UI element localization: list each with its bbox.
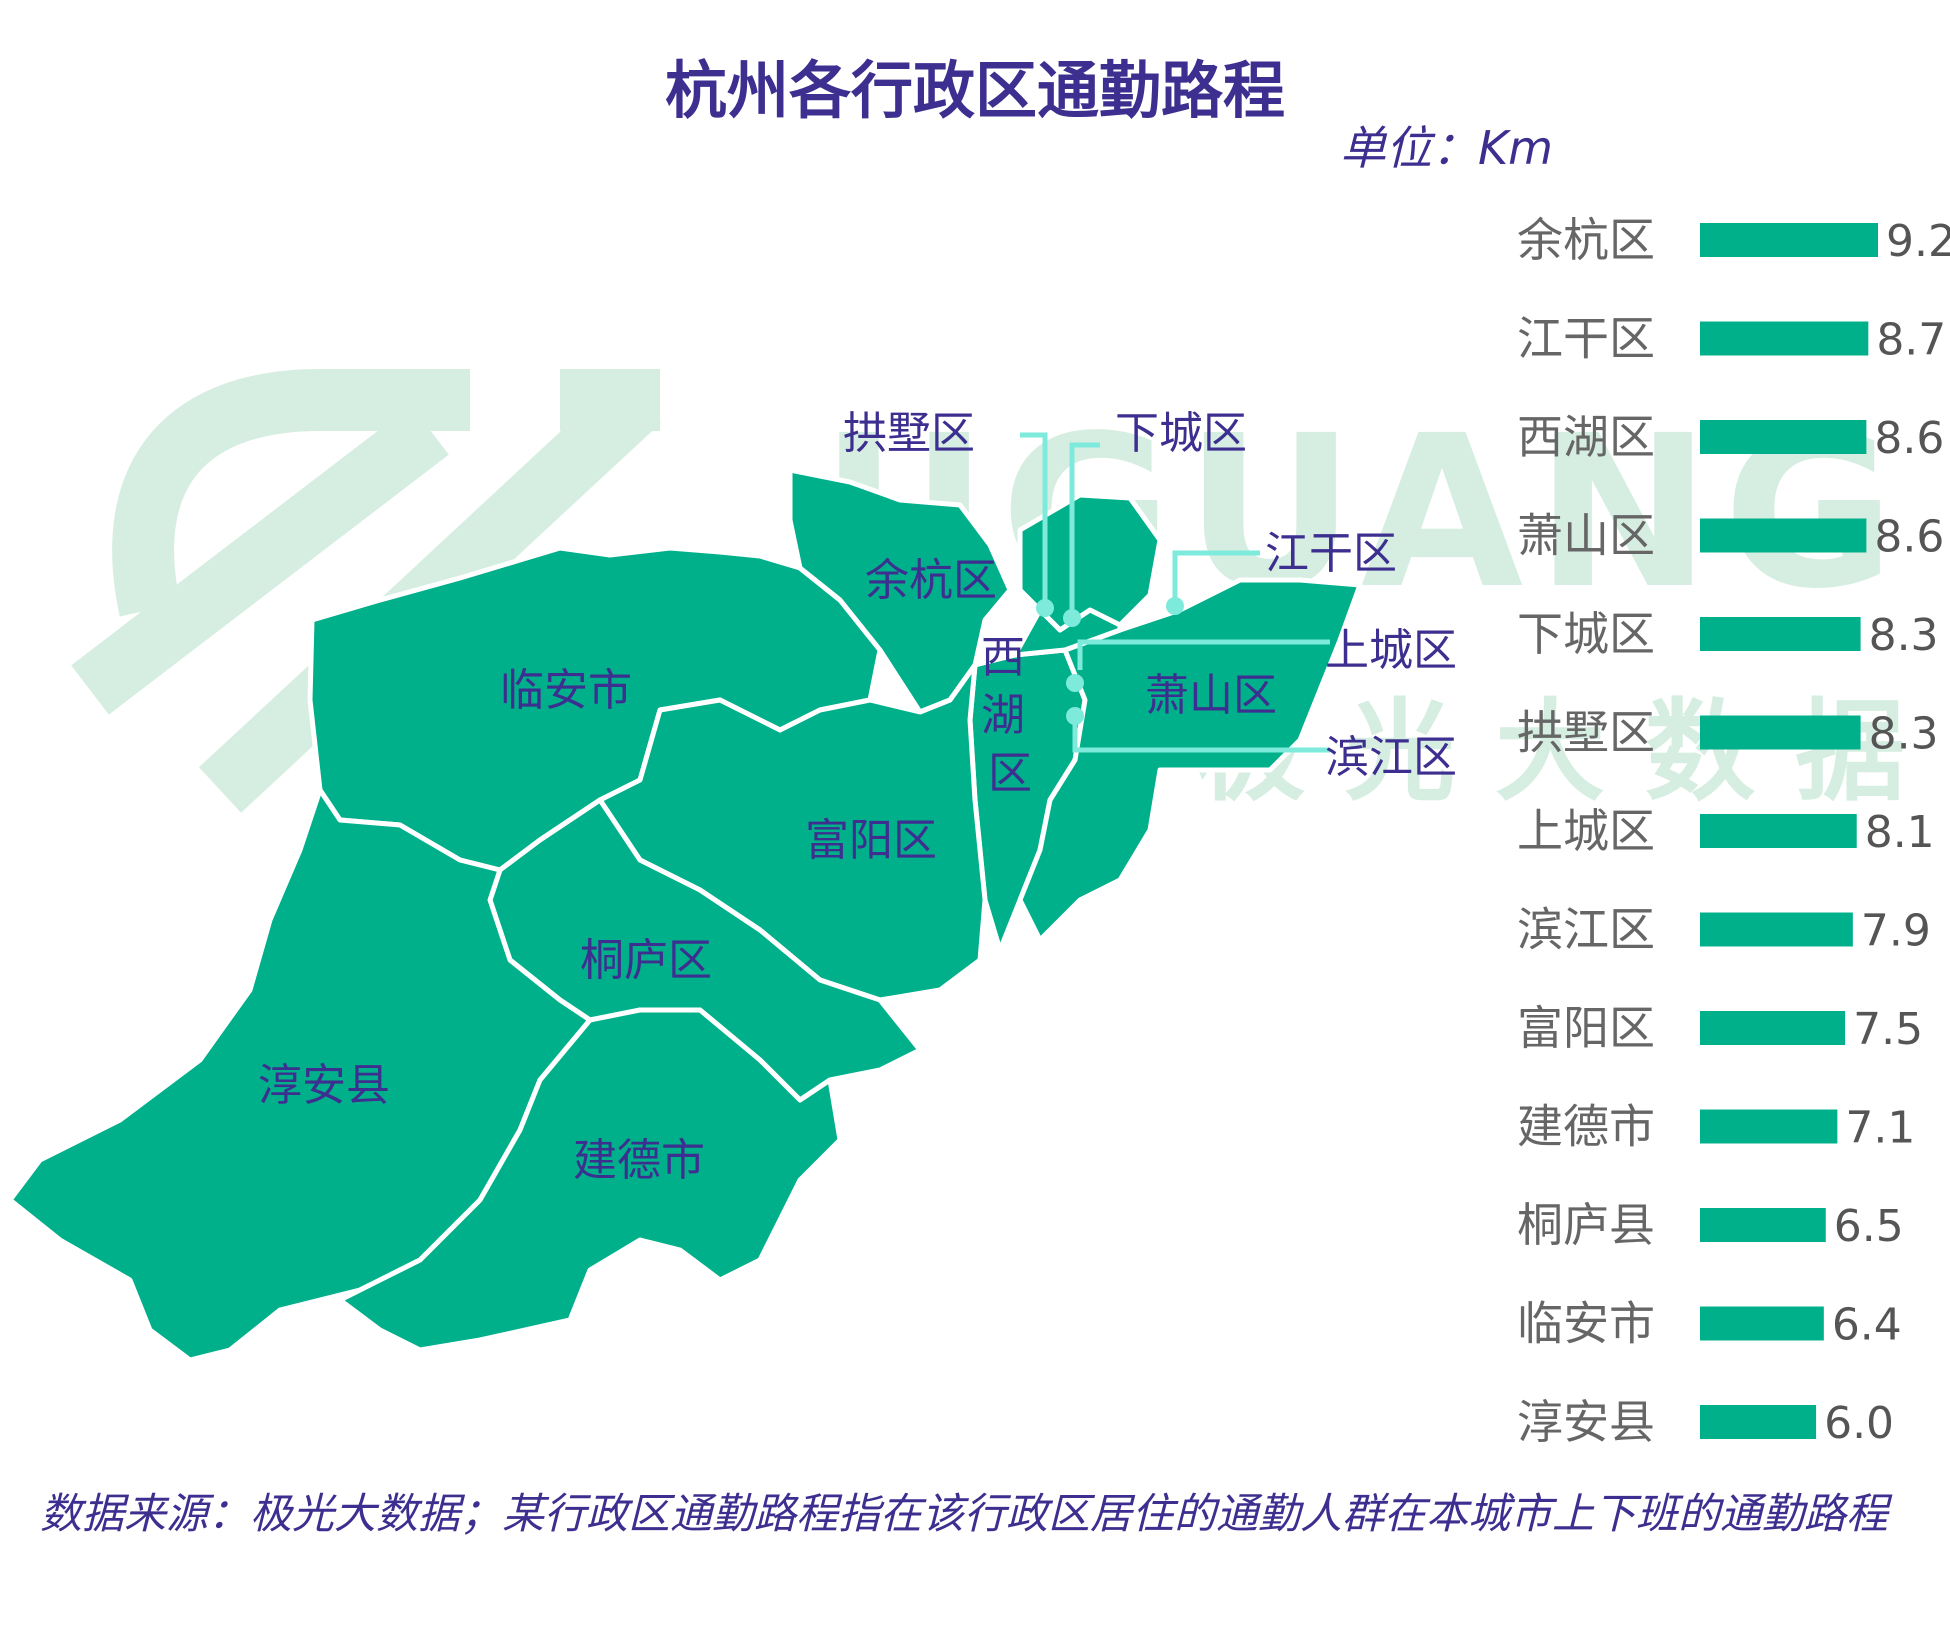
bar [1700,223,1878,257]
bar-value-label: 8.3 [1869,610,1939,661]
map-label-xiaoshan: 萧山区 [1145,670,1277,721]
bar-value-label: 8.6 [1874,512,1944,563]
bar-category-label: 萧山区 [1517,509,1655,563]
map-label-chunan: 淳安县 [258,1060,390,1111]
bar [1700,1109,1838,1144]
region-xiaoshan [1017,577,1363,943]
bar [1700,912,1853,947]
bar-category-label: 桐庐县 [1517,1198,1655,1252]
map-label-jianggan: 江干区 [1265,528,1397,579]
bar-value-label: 7.5 [1853,1004,1923,1055]
bar-value-label: 8.1 [1865,807,1935,858]
map-label-gongshu: 拱墅区 [843,408,975,459]
region-jiande [337,1007,843,1353]
bar [1700,1208,1826,1242]
bar-value-label: 8.7 [1876,315,1946,366]
bar [1700,1405,1817,1439]
bar-value-label: 7.1 [1845,1103,1915,1154]
bar-value-label: 8.6 [1874,413,1944,464]
map-label-fuyang: 富阳区 [805,815,937,866]
bar [1700,1306,1824,1341]
bar-category-label: 富阳区 [1517,1001,1655,1055]
hangzhou-map [7,467,1363,1363]
bar-category-label: 江干区 [1517,312,1655,366]
map-label-binjiang: 滨江区 [1325,732,1457,783]
map-label-linan: 临安市 [500,665,632,716]
map-label-yuhang: 余杭区 [865,555,997,606]
bar-category-label: 上城区 [1517,804,1655,858]
bar-value-label: 9.2 [1886,216,1950,267]
leader-lines [1020,432,1330,753]
bar-value-label: 6.5 [1834,1201,1904,1252]
bar-category-label: 西湖区 [1517,410,1655,464]
map-label-xihu: 西 湖 区 [981,632,1039,799]
bar-value-label: 8.3 [1869,709,1939,760]
bar [1700,814,1857,848]
bar-value-label: 6.4 [1832,1300,1902,1351]
bar-category-label: 滨江区 [1517,903,1655,957]
bar-category-label: 拱墅区 [1517,706,1655,760]
bar-category-label: 建德市 [1517,1100,1655,1154]
bar-chart: 余杭区 9.2 江干区 8.7 西湖区 8.6 萧山区 8.6 下城区 8.3 拱墅区 8.3 上城区 8… [1517,213,1950,1449]
map-labels: 拱墅区 下城区 江干区 余杭区 上城区 萧山区 滨江区 临安市 富阳区 桐庐区 … [258,408,1457,1186]
map-label-jiande: 建德市 [573,1135,705,1186]
bar [1700,518,1867,553]
bar-category-label: 淳安县 [1517,1395,1655,1449]
bar [1700,715,1861,750]
map-label-xihu-char: 西 [981,632,1025,683]
bar [1700,420,1867,454]
leader-dots [1036,597,1184,725]
bar-category-label: 下城区 [1517,607,1655,661]
bar [1700,1011,1846,1045]
map-label-tonglu: 桐庐区 [580,935,712,986]
bar-value-label: 6.0 [1824,1398,1894,1449]
bar-category-label: 余杭区 [1517,213,1655,267]
map-label-xihu-char: 区 [988,748,1032,799]
source-footnote: 数据来源：极光大数据；某行政区通勤路程指在该行政区居住的通勤人群在本城市上下班的… [40,1489,1889,1538]
map-label-xiacheng: 下城区 [1115,408,1247,459]
region-chunan [7,787,593,1363]
map-label-shangcheng: 上城区 [1325,625,1457,676]
chart-title: 杭州各行政区通勤路程 [664,54,1285,127]
bar [1700,617,1861,651]
unit-label: 单位：Km [1340,121,1553,175]
map-label-xihu-char: 湖 [981,690,1025,741]
bar-value-label: 7.9 [1861,906,1931,957]
region-xiacheng-north [1017,492,1163,633]
bar [1700,321,1869,356]
bar-category-label: 临安市 [1517,1297,1655,1351]
